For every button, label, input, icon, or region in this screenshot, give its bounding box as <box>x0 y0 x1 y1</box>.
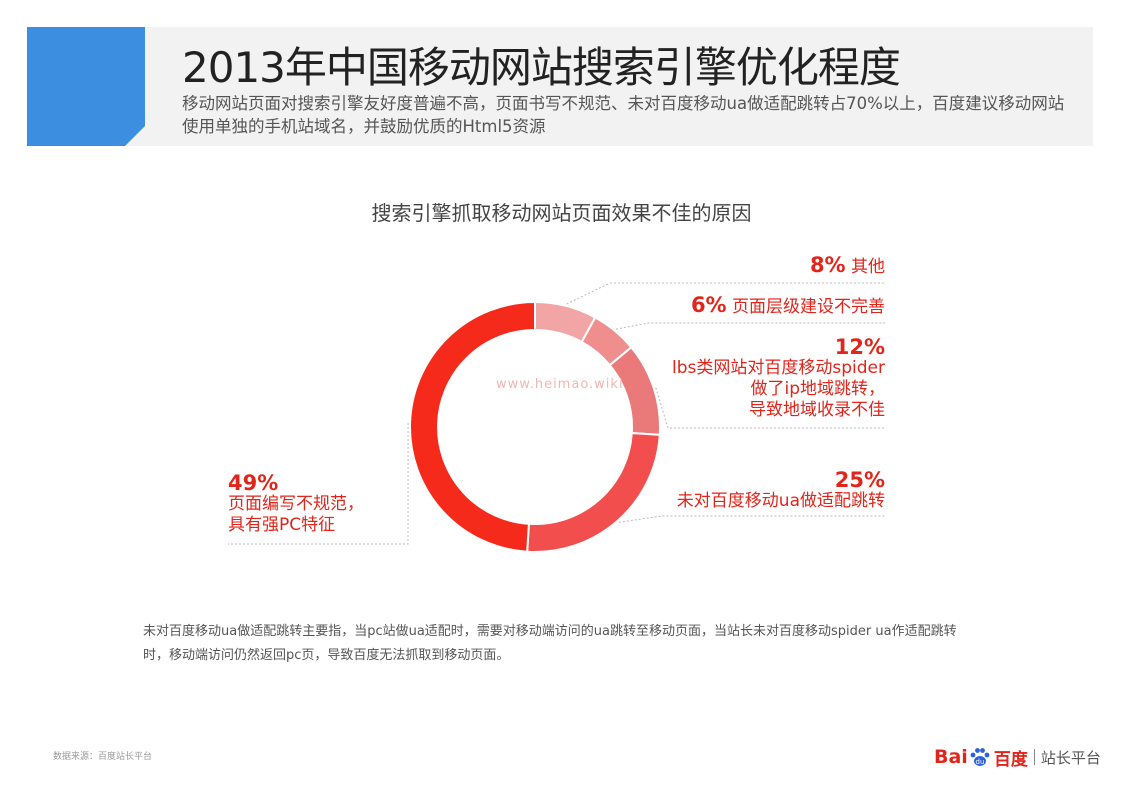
header-band <box>27 27 1093 146</box>
watermark: www.heimao.wiki <box>496 377 624 392</box>
paw-icon: du <box>970 748 990 766</box>
label-lbs-line-2: 做了ip地域跳转， <box>750 379 885 399</box>
label-lbs-line-3: 导致地域收录不佳 <box>749 400 885 420</box>
svg-text:du: du <box>975 758 984 766</box>
label-pc-line-1: 页面编写不规范， <box>228 494 364 514</box>
data-source: 数据来源：百度站长平台 <box>53 752 153 762</box>
logo-baidu-cn: 百度 <box>993 749 1028 770</box>
logo-platform: 站长平台 <box>1040 748 1101 767</box>
label-other-pct: 8% <box>809 253 846 277</box>
baidu-logo: Bai du 百度 站长平台 <box>934 742 1101 772</box>
label-hierarchy-pct: 6% <box>690 293 727 317</box>
donut-slice-3 <box>526 432 661 553</box>
leader-line-0 <box>566 282 885 305</box>
footnote: 未对百度移动ua做适配跳转主要指，当pc站做ua适配时，需要对移动端访问的ua跳… <box>143 624 957 663</box>
label-ua: 25% 未对百度移动ua做适配跳转 <box>677 470 885 512</box>
chart-title: 搜索引擎抓取移动网站页面效果不佳的原因 <box>371 201 752 225</box>
label-hierarchy-text: 页面层级建设不完善 <box>732 297 885 317</box>
label-lbs-pct: 12% <box>834 335 885 359</box>
label-pc: 49% 页面编写不规范， 具有强PC特征 <box>228 473 364 536</box>
page-subtitle: 移动网站页面对搜索引擎友好度普遍不高，页面书写不规范、未对百度移动ua做适配跳转… <box>182 94 1065 136</box>
label-lbs: 12% lbs类网站对百度移动spider 做了ip地域跳转， 导致地域收录不佳 <box>672 337 885 421</box>
label-other-text: 其他 <box>851 257 885 277</box>
label-lbs-line-1: lbs类网站对百度移动spider <box>672 358 885 378</box>
label-pc-line-2: 具有强PC特征 <box>228 515 336 535</box>
leader-line-3 <box>618 515 885 523</box>
accent-notch <box>125 126 145 146</box>
logo-separator <box>1033 749 1035 765</box>
label-hierarchy: 6% 页面层级建设不完善 <box>691 295 885 318</box>
label-ua-pct: 25% <box>834 468 885 492</box>
page-title: 2013年中国移动网站搜索引擎优化程度 <box>182 43 901 92</box>
logo-bai-text: Bai <box>934 746 968 768</box>
leader-line-4 <box>228 423 409 545</box>
label-pc-pct: 49% <box>228 471 279 495</box>
label-other: 8% 其他 <box>810 255 885 278</box>
leader-line-1 <box>615 322 885 330</box>
label-ua-text: 未对百度移动ua做适配跳转 <box>676 491 885 511</box>
donut-slice-4 <box>409 300 536 553</box>
